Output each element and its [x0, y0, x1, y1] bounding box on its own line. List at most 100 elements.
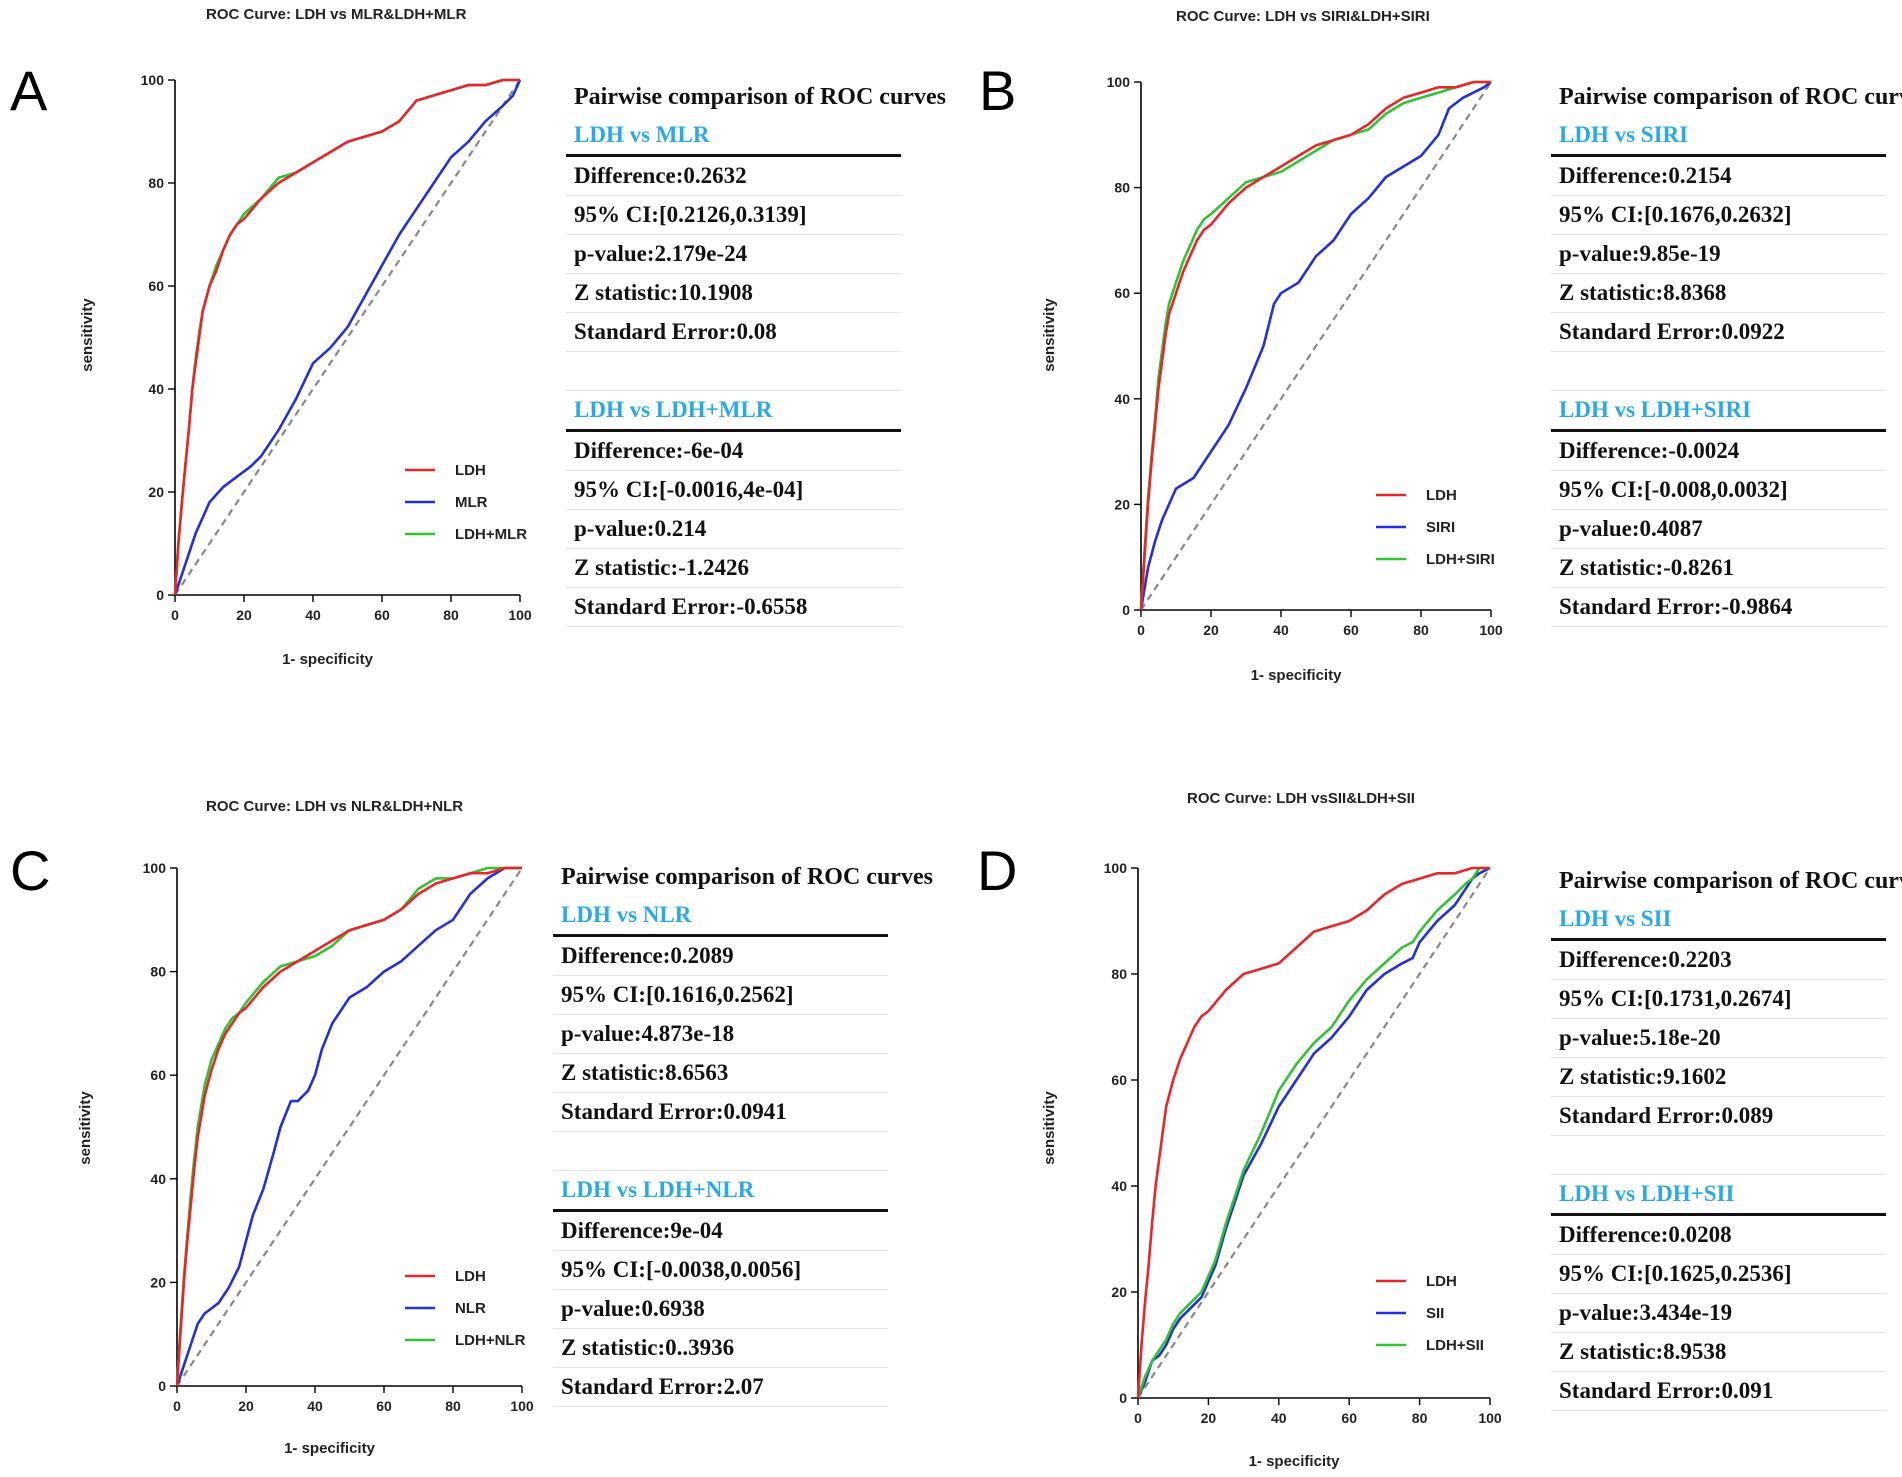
series-line-ldh-plus-mlr [173, 78, 520, 596]
comparison-label: LDH vs LDH+SIRI [1551, 391, 1886, 432]
y-axis-label: sensitivity [77, 1091, 94, 1165]
x-tick-label: 80 [445, 1398, 461, 1414]
y-tick-label: 20 [1114, 496, 1130, 512]
table-spacer [566, 352, 901, 391]
table-row: p-value:0.4087 [1551, 510, 1886, 549]
comparison-label: LDH vs LDH+NLR [553, 1171, 888, 1212]
reference-diagonal [174, 79, 521, 596]
reference-diagonal [1140, 81, 1492, 611]
comparison-label: LDH vs SIRI [1551, 116, 1886, 157]
table-row: 95% CI:[0.1731,0.2674] [1551, 980, 1886, 1019]
x-axis-label: 1- specificity [1249, 1453, 1341, 1470]
table-row: Difference:-0.0024 [1551, 432, 1886, 471]
y-tick-label: 60 [150, 1067, 166, 1083]
x-axis-label: 1- specificity [1251, 667, 1343, 684]
comparison-label: LDH vs NLR [553, 896, 888, 937]
x-tick-label: 80 [1412, 1410, 1428, 1426]
y-tick-label: 20 [1111, 1284, 1127, 1300]
table-row: Difference:0.2203 [1551, 941, 1886, 980]
y-tick-label: 40 [148, 381, 164, 397]
x-tick-label: 60 [374, 607, 390, 623]
y-tick-label: 100 [1107, 74, 1131, 90]
y-axis-label: sensitivity [79, 298, 96, 372]
table-row: Z statistic:0..3936 [553, 1329, 888, 1368]
table-header: Pairwise comparison of ROC curves [1559, 84, 1902, 110]
table-row: 95% CI:[-0.008,0.0032] [1551, 471, 1886, 510]
table-row: Standard Error:0.091 [1551, 1372, 1886, 1411]
reference-diagonal [1137, 867, 1491, 1399]
legend-label: LDH+SII [1426, 1337, 1484, 1354]
table-row: Z statistic:8.9538 [1551, 1333, 1886, 1372]
y-tick-label: 80 [1114, 180, 1130, 196]
x-tick-label: 40 [305, 607, 321, 623]
y-tick-label: 20 [150, 1274, 166, 1290]
x-tick-label: 80 [1413, 622, 1429, 638]
panel-letter: C [10, 839, 51, 902]
y-tick-label: 100 [141, 72, 165, 88]
x-tick-label: 40 [1273, 622, 1289, 638]
table-row: Standard Error:-0.6558 [566, 588, 901, 627]
table-row: Difference:9e-04 [553, 1212, 888, 1251]
table-row: Difference:0.2089 [553, 937, 888, 976]
y-tick-label: 20 [148, 484, 164, 500]
y-tick-label: 80 [148, 175, 164, 191]
chart-title: ROC Curve: LDH vs MLR&LDH+MLR [206, 6, 467, 23]
panel-letter: D [977, 839, 1018, 902]
y-tick-label: 0 [156, 587, 164, 603]
roc-chart-a: 0 20 40 60 80 100 0 20 40 60 80 100 1- specificity se… [79, 72, 532, 668]
table-row: Standard Error:0.0922 [1551, 313, 1886, 352]
table-row: Z statistic:-0.8261 [1551, 549, 1886, 588]
chart-title: ROC Curve: LDH vs NLR&LDH+NLR [206, 798, 464, 815]
legend-label: LDH+SIRI [1426, 551, 1495, 568]
x-tick-label: 20 [236, 607, 252, 623]
comparison-label: LDH vs SII [1551, 900, 1886, 941]
y-tick-label: 100 [1104, 860, 1128, 876]
x-tick-label: 40 [307, 1398, 323, 1414]
y-tick-label: 60 [1114, 285, 1130, 301]
table-header: Pairwise comparison of ROC curves [574, 84, 946, 110]
series-line-ldh-plus-sii [1136, 866, 1490, 1399]
y-axis-label: sensitivity [1041, 1091, 1058, 1165]
y-axis-label: sensitivity [1041, 298, 1058, 372]
panel-letter: B [979, 59, 1017, 122]
comparison-table: Pairwise comparison of ROC curves LDH vs… [553, 858, 933, 1407]
table-row: Difference:0.0208 [1551, 1216, 1886, 1255]
series-line-ldh [173, 78, 520, 596]
table-row: Z statistic:10.1908 [566, 274, 901, 313]
x-tick-label: 0 [1134, 1410, 1142, 1426]
comparison-label: LDH vs MLR [566, 116, 901, 157]
series-line-ldh [175, 866, 522, 1387]
table-row: 95% CI:[0.1625,0.2536] [1551, 1255, 1886, 1294]
table-row: 95% CI:[0.1616,0.2562] [553, 976, 888, 1015]
x-axis-label: 1- specificity [282, 651, 374, 668]
x-tick-label: 0 [171, 607, 179, 623]
table-row: Standard Error:0.089 [1551, 1097, 1886, 1136]
x-tick-label: 100 [508, 607, 532, 623]
table-row: Difference:0.2632 [566, 157, 901, 196]
table-row: 95% CI:[0.1676,0.2632] [1551, 196, 1886, 235]
panel-a: A ROC Curve: LDH vs MLR&LDH+MLR 0 20 40 60 8… [0, 0, 951, 738]
y-tick-label: 40 [1114, 391, 1130, 407]
table-row: 95% CI:[0.2126,0.3139] [566, 196, 901, 235]
comparison-label: LDH vs LDH+SII [1551, 1175, 1886, 1216]
x-axis-label: 1- specificity [284, 1440, 376, 1457]
table-row: 95% CI:[-0.0038,0.0056] [553, 1251, 888, 1290]
table-spacer [553, 1132, 888, 1171]
table-row: Standard Error:2.07 [553, 1368, 888, 1407]
x-tick-label: 0 [1137, 622, 1145, 638]
panel-d: D ROC Curve: LDH vsSII&LDH+SII 0 20 40 60 80… [951, 738, 1902, 1476]
table-row: Z statistic:8.6563 [553, 1054, 888, 1093]
table-row: 95% CI:[-0.0016,4e-04] [566, 471, 901, 510]
table-row: Difference:0.2154 [1551, 157, 1886, 196]
comparison-table: Pairwise comparison of ROC curves LDH vs… [566, 78, 946, 627]
legend-label: LDH [455, 1268, 486, 1285]
y-tick-label: 60 [148, 278, 164, 294]
y-tick-label: 80 [1111, 966, 1127, 982]
table-spacer [1551, 352, 1886, 391]
table-row: Z statistic:-1.2426 [566, 549, 901, 588]
series-line-siri [1139, 80, 1492, 611]
table-spacer [1551, 1136, 1886, 1175]
y-tick-label: 100 [143, 860, 167, 876]
roc-chart-c: 0 20 40 60 80 100 0 20 40 60 80 100 1- specificity se… [77, 860, 534, 1457]
table-header: Pairwise comparison of ROC curves [1559, 868, 1902, 894]
